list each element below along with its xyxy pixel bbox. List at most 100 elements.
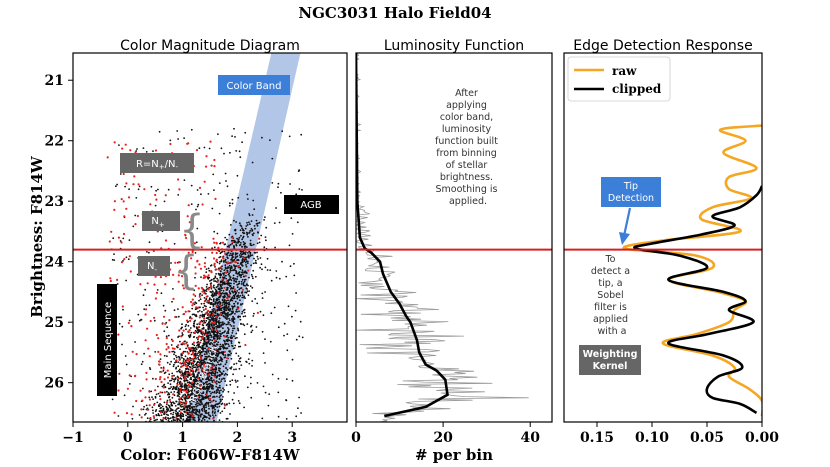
- black-star: [225, 384, 228, 387]
- black-star: [178, 410, 181, 412]
- red-star: [202, 331, 205, 334]
- red-star: [205, 165, 208, 168]
- red-star: [172, 273, 175, 276]
- red-star: [203, 372, 206, 375]
- black-star: [220, 325, 222, 328]
- black-star: [230, 357, 233, 360]
- black-star: [175, 345, 178, 348]
- black-star: [243, 311, 246, 314]
- red-star: [215, 258, 218, 261]
- black-star: [211, 247, 214, 250]
- black-star: [233, 321, 235, 324]
- red-star: [197, 396, 200, 399]
- black-star: [204, 362, 207, 365]
- black-star: [219, 302, 222, 305]
- black-star: [222, 370, 225, 373]
- black-star: [219, 398, 222, 401]
- black-star: [196, 402, 198, 405]
- red-star: [258, 237, 261, 240]
- red-star: [221, 256, 224, 259]
- black-star: [163, 383, 166, 386]
- edge-x-ticks: 0.15 0.10 0.05 0.00: [580, 422, 779, 446]
- black-star: [159, 358, 162, 360]
- black-star: [213, 284, 215, 287]
- black-star: [213, 334, 216, 337]
- black-star: [246, 252, 249, 254]
- black-star: [216, 298, 219, 300]
- black-star: [227, 327, 229, 329]
- black-star: [166, 390, 168, 393]
- black-star: [261, 268, 263, 271]
- black-star: [195, 331, 198, 333]
- black-star: [248, 256, 250, 259]
- black-star: [233, 279, 236, 281]
- black-star: [247, 198, 249, 200]
- x-tick-label: −1: [62, 430, 83, 446]
- black-star: [191, 367, 194, 370]
- black-star: [226, 347, 228, 350]
- black-star: [285, 275, 288, 278]
- black-star: [253, 225, 256, 227]
- black-star: [228, 204, 231, 207]
- red-star: [155, 291, 159, 294]
- black-star: [162, 369, 165, 372]
- black-star: [233, 246, 236, 249]
- black-star: [197, 382, 200, 385]
- red-star: [160, 370, 163, 373]
- black-star: [221, 250, 224, 253]
- red-star: [137, 183, 140, 186]
- black-star: [259, 257, 262, 259]
- black-star: [138, 414, 141, 416]
- red-star: [215, 251, 218, 255]
- red-star: [211, 328, 214, 331]
- black-star: [214, 353, 217, 356]
- black-star: [262, 314, 265, 317]
- red-star: [175, 416, 178, 419]
- red-star: [191, 298, 194, 301]
- red-star: [256, 311, 259, 314]
- red-star: [159, 376, 162, 379]
- black-star: [248, 213, 251, 215]
- red-star: [129, 149, 132, 152]
- x-tick-label: 40: [520, 430, 540, 446]
- red-star: [177, 344, 180, 347]
- black-star: [197, 372, 200, 374]
- black-star: [184, 371, 187, 374]
- black-star: [176, 370, 179, 373]
- black-star: [135, 197, 138, 199]
- black-star: [208, 316, 211, 318]
- black-star: [228, 345, 231, 347]
- black-star: [165, 335, 168, 338]
- black-star: [239, 315, 242, 318]
- black-star: [118, 322, 121, 325]
- black-star: [185, 368, 188, 371]
- black-star: [192, 366, 195, 369]
- black-star: [249, 254, 252, 257]
- black-star: [237, 258, 239, 261]
- black-star: [215, 273, 218, 275]
- black-star: [248, 352, 251, 355]
- black-star: [229, 413, 231, 415]
- black-star: [216, 285, 219, 288]
- red-star: [171, 347, 174, 350]
- black-star: [285, 418, 288, 420]
- black-star: [122, 237, 125, 240]
- black-star: [265, 226, 268, 229]
- black-star: [233, 219, 235, 222]
- black-star: [232, 256, 235, 258]
- black-star: [171, 372, 174, 375]
- black-star: [225, 339, 228, 341]
- black-star: [205, 406, 208, 408]
- ratio-label: R=N+/N-: [136, 159, 179, 171]
- black-star: [229, 266, 232, 269]
- black-star: [196, 205, 199, 208]
- black-star: [268, 393, 271, 395]
- black-star: [232, 252, 234, 255]
- black-star: [211, 359, 214, 361]
- black-star: [214, 411, 217, 413]
- black-star: [222, 306, 224, 309]
- black-star: [128, 319, 131, 322]
- black-star: [213, 311, 216, 314]
- black-star: [291, 358, 294, 361]
- black-star: [240, 291, 243, 294]
